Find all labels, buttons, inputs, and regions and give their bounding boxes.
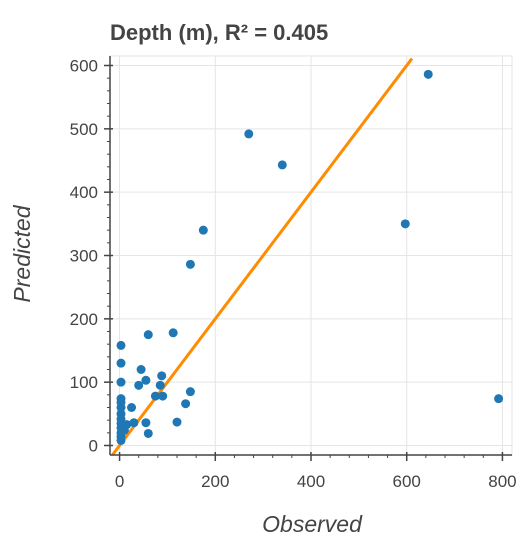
data-point bbox=[168, 328, 178, 338]
data-point bbox=[181, 399, 191, 409]
data-point bbox=[400, 219, 410, 229]
data-point bbox=[141, 375, 151, 385]
data-point bbox=[198, 225, 208, 235]
y-tick-label: 500 bbox=[70, 120, 98, 139]
y-tick-label: 600 bbox=[70, 57, 98, 76]
data-point bbox=[155, 380, 165, 390]
data-point bbox=[158, 391, 168, 401]
data-point bbox=[157, 371, 167, 381]
data-point bbox=[423, 69, 433, 79]
y-tick-label: 300 bbox=[70, 247, 98, 266]
axes: 0 100 200 300 400 500 600 0 200 400 600 800 bbox=[70, 56, 517, 491]
x-tick-label: 0 bbox=[115, 472, 124, 491]
x-tick-label: 600 bbox=[393, 472, 421, 491]
data-point bbox=[172, 417, 182, 427]
y-tick-label: 200 bbox=[70, 310, 98, 329]
data-point bbox=[494, 394, 504, 404]
y-tick-label: 400 bbox=[70, 183, 98, 202]
data-point bbox=[134, 380, 144, 390]
data-point bbox=[277, 160, 287, 170]
data-point bbox=[122, 420, 132, 430]
data-point bbox=[150, 391, 160, 401]
data-point bbox=[185, 387, 195, 397]
x-axis-label: Observed bbox=[262, 511, 363, 537]
y-tick-label: 0 bbox=[89, 437, 98, 456]
data-point bbox=[127, 403, 137, 412]
scatter-points bbox=[116, 69, 504, 445]
chart-title: Depth (m), R² = 0.405 bbox=[110, 20, 328, 45]
data-point bbox=[116, 377, 126, 387]
y-axis-label: Predicted bbox=[9, 204, 35, 302]
x-tick-label: 200 bbox=[201, 472, 229, 491]
data-point bbox=[244, 129, 254, 139]
data-point bbox=[116, 358, 126, 368]
x-tick-label: 800 bbox=[488, 472, 516, 491]
data-point bbox=[116, 435, 126, 445]
data-point bbox=[141, 418, 151, 428]
data-point bbox=[136, 365, 146, 374]
x-tick-label: 400 bbox=[297, 472, 325, 491]
data-point bbox=[143, 330, 153, 340]
data-point bbox=[116, 340, 126, 350]
data-point bbox=[185, 259, 195, 269]
data-point bbox=[116, 403, 126, 412]
y-tick-label: 100 bbox=[70, 373, 98, 392]
data-point bbox=[129, 418, 139, 428]
data-point bbox=[143, 428, 153, 438]
grid bbox=[110, 56, 512, 455]
